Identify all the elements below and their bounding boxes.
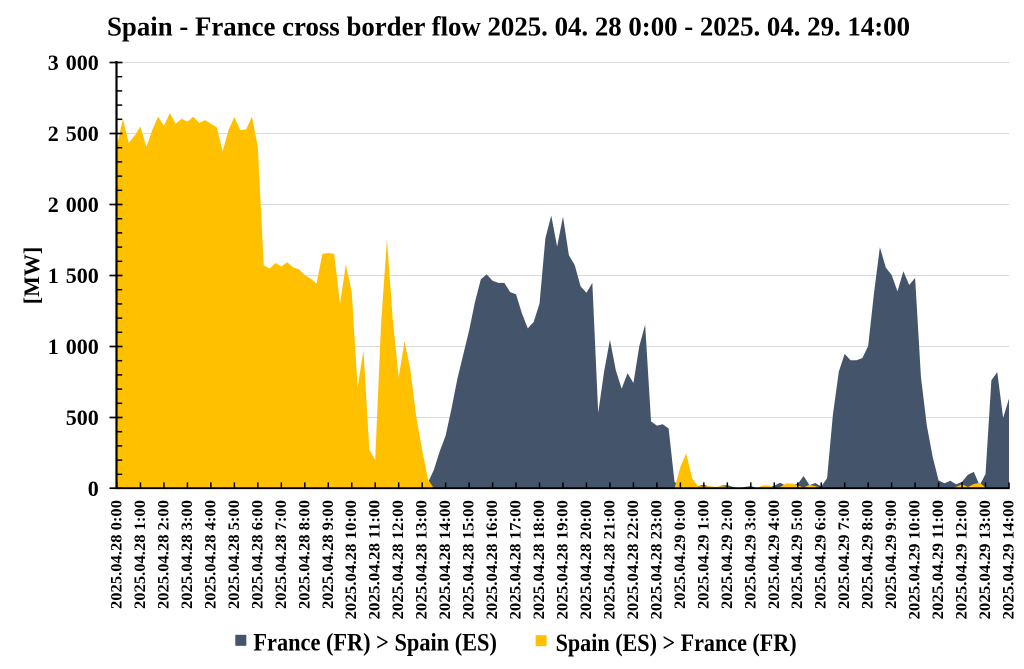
svg-text:2025.04.29 0:00: 2025.04.29 0:00 — [670, 500, 689, 609]
svg-text:2025.04.28 5:00: 2025.04.28 5:00 — [224, 500, 243, 609]
svg-text:2025.04.28 4:00: 2025.04.28 4:00 — [200, 500, 219, 609]
svg-text:2025.04.29 5:00: 2025.04.29 5:00 — [787, 500, 806, 609]
svg-text:3 000: 3 000 — [48, 50, 99, 75]
svg-text:2025.04.28 3:00: 2025.04.28 3:00 — [177, 500, 196, 609]
svg-text:2025.04.28 20:00: 2025.04.28 20:00 — [576, 500, 595, 620]
svg-text:2025.04.29 4:00: 2025.04.29 4:00 — [764, 500, 783, 609]
svg-text:2025.04.29 13:00: 2025.04.29 13:00 — [975, 500, 994, 620]
svg-text:2025.04.28 2:00: 2025.04.28 2:00 — [153, 500, 172, 609]
svg-text:1 000: 1 000 — [48, 334, 99, 359]
svg-text:2025.04.29 7:00: 2025.04.29 7:00 — [834, 500, 853, 609]
svg-text:2025.04.29 12:00: 2025.04.29 12:00 — [952, 500, 971, 620]
svg-text:2025.04.28 18:00: 2025.04.28 18:00 — [529, 500, 548, 620]
svg-text:Spain (ES) > France (FR): Spain (ES) > France (FR) — [556, 630, 797, 657]
svg-text:2025.04.28 19:00: 2025.04.28 19:00 — [553, 500, 572, 620]
svg-text:2025.04.28 7:00: 2025.04.28 7:00 — [271, 500, 290, 609]
svg-text:2025.04.28 17:00: 2025.04.28 17:00 — [506, 500, 525, 620]
svg-text:2025.04.28 6:00: 2025.04.28 6:00 — [247, 500, 266, 609]
svg-text:2 000: 2 000 — [48, 192, 99, 217]
svg-text:2025.04.29 14:00: 2025.04.29 14:00 — [999, 500, 1018, 620]
svg-text:2025.04.28 9:00: 2025.04.28 9:00 — [318, 500, 337, 609]
svg-text:2025.04.29 9:00: 2025.04.29 9:00 — [881, 500, 900, 609]
svg-text:2025.04.29 8:00: 2025.04.29 8:00 — [858, 500, 877, 609]
svg-text:2025.04.29 11:00: 2025.04.29 11:00 — [928, 500, 947, 620]
svg-text:2025.04.28 23:00: 2025.04.28 23:00 — [646, 500, 665, 620]
svg-text:2025.04.28 21:00: 2025.04.28 21:00 — [599, 500, 618, 620]
svg-text:2025.04.29 2:00: 2025.04.29 2:00 — [717, 500, 736, 609]
svg-text:2025.04.28 15:00: 2025.04.28 15:00 — [459, 500, 478, 620]
svg-text:Spain - France cross border fl: Spain - France cross border flow 2025. 0… — [107, 12, 910, 42]
svg-text:2025.04.28 12:00: 2025.04.28 12:00 — [388, 500, 407, 620]
svg-text:2025.04.28 0:00: 2025.04.28 0:00 — [107, 500, 126, 609]
svg-text:2025.04.28 13:00: 2025.04.28 13:00 — [412, 500, 431, 619]
svg-text:France (FR) > Spain (ES): France (FR) > Spain (ES) — [253, 630, 497, 657]
svg-text:0: 0 — [88, 476, 99, 501]
svg-text:2025.04.28 16:00: 2025.04.28 16:00 — [482, 500, 501, 620]
svg-text:2025.04.28 8:00: 2025.04.28 8:00 — [294, 500, 313, 609]
svg-text:2025.04.29 1:00: 2025.04.29 1:00 — [693, 500, 712, 609]
svg-text:2025.04.29 10:00: 2025.04.29 10:00 — [905, 500, 924, 620]
svg-text:2025.04.29 6:00: 2025.04.29 6:00 — [811, 500, 830, 609]
svg-text:2025.04.28 22:00: 2025.04.28 22:00 — [623, 500, 642, 620]
svg-text:2025.04.29 3:00: 2025.04.29 3:00 — [740, 500, 759, 609]
svg-text:500: 500 — [66, 405, 99, 430]
svg-text:[MW]: [MW] — [19, 247, 44, 304]
svg-text:1 500: 1 500 — [48, 263, 99, 288]
svg-text:2025.04.28 10:00: 2025.04.28 10:00 — [341, 500, 360, 620]
svg-text:2025.04.28 14:00: 2025.04.28 14:00 — [435, 500, 454, 620]
svg-text:2025.04.28 11:00: 2025.04.28 11:00 — [365, 500, 384, 620]
svg-text:2025.04.28 1:00: 2025.04.28 1:00 — [130, 500, 149, 609]
svg-text:2 500: 2 500 — [48, 121, 99, 146]
